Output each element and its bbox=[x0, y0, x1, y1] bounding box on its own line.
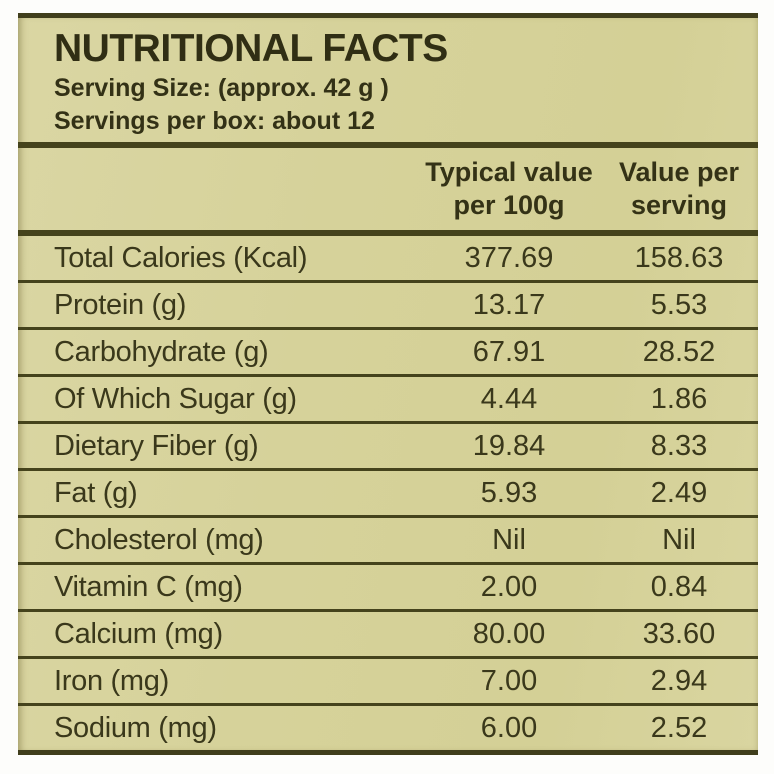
row-label: Iron (mg) bbox=[54, 664, 169, 697]
row-value-per-100g: 19.84 bbox=[472, 429, 546, 462]
row-value-per-100g: Nil bbox=[492, 523, 526, 556]
nutrition-table: Total Calories (Kcal) 377.69 158.63 Prot… bbox=[18, 236, 758, 750]
row-value-per-serving: 0.84 bbox=[650, 570, 708, 603]
row-value-per-100g: 377.69 bbox=[464, 241, 554, 274]
column-header-divider-rule bbox=[18, 230, 758, 236]
table-row: Cholesterol (mg) Nil Nil bbox=[18, 518, 758, 565]
row-value-per-serving: 28.52 bbox=[642, 335, 716, 368]
row-value-per-100g: 5.93 bbox=[480, 476, 538, 509]
row-label: Vitamin C (mg) bbox=[54, 570, 243, 603]
row-label: Total Calories (Kcal) bbox=[54, 241, 308, 274]
row-value-per-serving: 8.33 bbox=[650, 429, 708, 462]
table-row: Dietary Fiber (g) 19.84 8.33 bbox=[18, 424, 758, 471]
table-row: Iron (mg) 7.00 2.94 bbox=[18, 659, 758, 706]
column-header-line: Typical value bbox=[425, 157, 593, 187]
table-row: Carbohydrate (g) 67.91 28.52 bbox=[18, 330, 758, 377]
row-value-per-serving: 1.86 bbox=[650, 382, 708, 415]
row-value-per-serving: 2.49 bbox=[650, 476, 708, 509]
column-header-line: per 100g bbox=[453, 190, 565, 220]
row-value-per-100g: 80.00 bbox=[472, 617, 546, 650]
table-row: Calcium (mg) 80.00 33.60 bbox=[18, 612, 758, 659]
table-row: Fat (g) 5.93 2.49 bbox=[18, 471, 758, 518]
table-row: Protein (g) 13.17 5.53 bbox=[18, 283, 758, 330]
column-header-line: Value per bbox=[618, 157, 740, 187]
header-divider-rule bbox=[18, 142, 758, 148]
column-header-value-per-serving: Value per serving bbox=[604, 156, 754, 222]
row-value-per-serving: 2.52 bbox=[650, 711, 708, 744]
row-value-per-serving: 5.53 bbox=[650, 288, 708, 321]
row-label: Sodium (mg) bbox=[54, 711, 217, 744]
table-row: Of Which Sugar (g) 4.44 1.86 bbox=[18, 377, 758, 424]
label-header: NUTRITIONAL FACTS Serving Size: (approx.… bbox=[18, 18, 758, 142]
column-header-typical-value: Typical value per 100g bbox=[414, 156, 604, 222]
label-title: NUTRITIONAL FACTS bbox=[54, 27, 448, 70]
row-label: Cholesterol (mg) bbox=[54, 523, 264, 556]
servings-per-box-text: Servings per box: about 12 bbox=[54, 107, 375, 135]
row-value-per-100g: 4.44 bbox=[480, 382, 538, 415]
row-label: Protein (g) bbox=[54, 288, 187, 321]
row-label: Dietary Fiber (g) bbox=[54, 429, 259, 462]
row-value-per-serving: 158.63 bbox=[634, 241, 724, 274]
table-row: Vitamin C (mg) 2.00 0.84 bbox=[18, 565, 758, 612]
row-value-per-serving: 2.94 bbox=[650, 664, 708, 697]
row-value-per-100g: 2.00 bbox=[480, 570, 538, 603]
row-value-per-100g: 6.00 bbox=[480, 711, 538, 744]
row-label: Fat (g) bbox=[54, 476, 138, 509]
row-label: Of Which Sugar (g) bbox=[54, 382, 297, 415]
row-label: Carbohydrate (g) bbox=[54, 335, 269, 368]
row-value-per-100g: 67.91 bbox=[472, 335, 546, 368]
column-headers-row: Typical value per 100g Value per serving bbox=[18, 148, 758, 230]
serving-size-text: Serving Size: (approx. 42 g ) bbox=[54, 74, 389, 102]
row-value-per-serving: Nil bbox=[662, 523, 696, 556]
row-label: Calcium (mg) bbox=[54, 617, 223, 650]
row-value-per-100g: 13.17 bbox=[472, 288, 546, 321]
column-header-line: serving bbox=[630, 190, 728, 220]
row-value-per-100g: 7.00 bbox=[480, 664, 538, 697]
nutrition-facts-label: NUTRITIONAL FACTS Serving Size: (approx.… bbox=[18, 13, 758, 755]
table-row: Sodium (mg) 6.00 2.52 bbox=[18, 706, 758, 750]
row-value-per-serving: 33.60 bbox=[642, 617, 716, 650]
table-row: Total Calories (Kcal) 377.69 158.63 bbox=[18, 236, 758, 283]
